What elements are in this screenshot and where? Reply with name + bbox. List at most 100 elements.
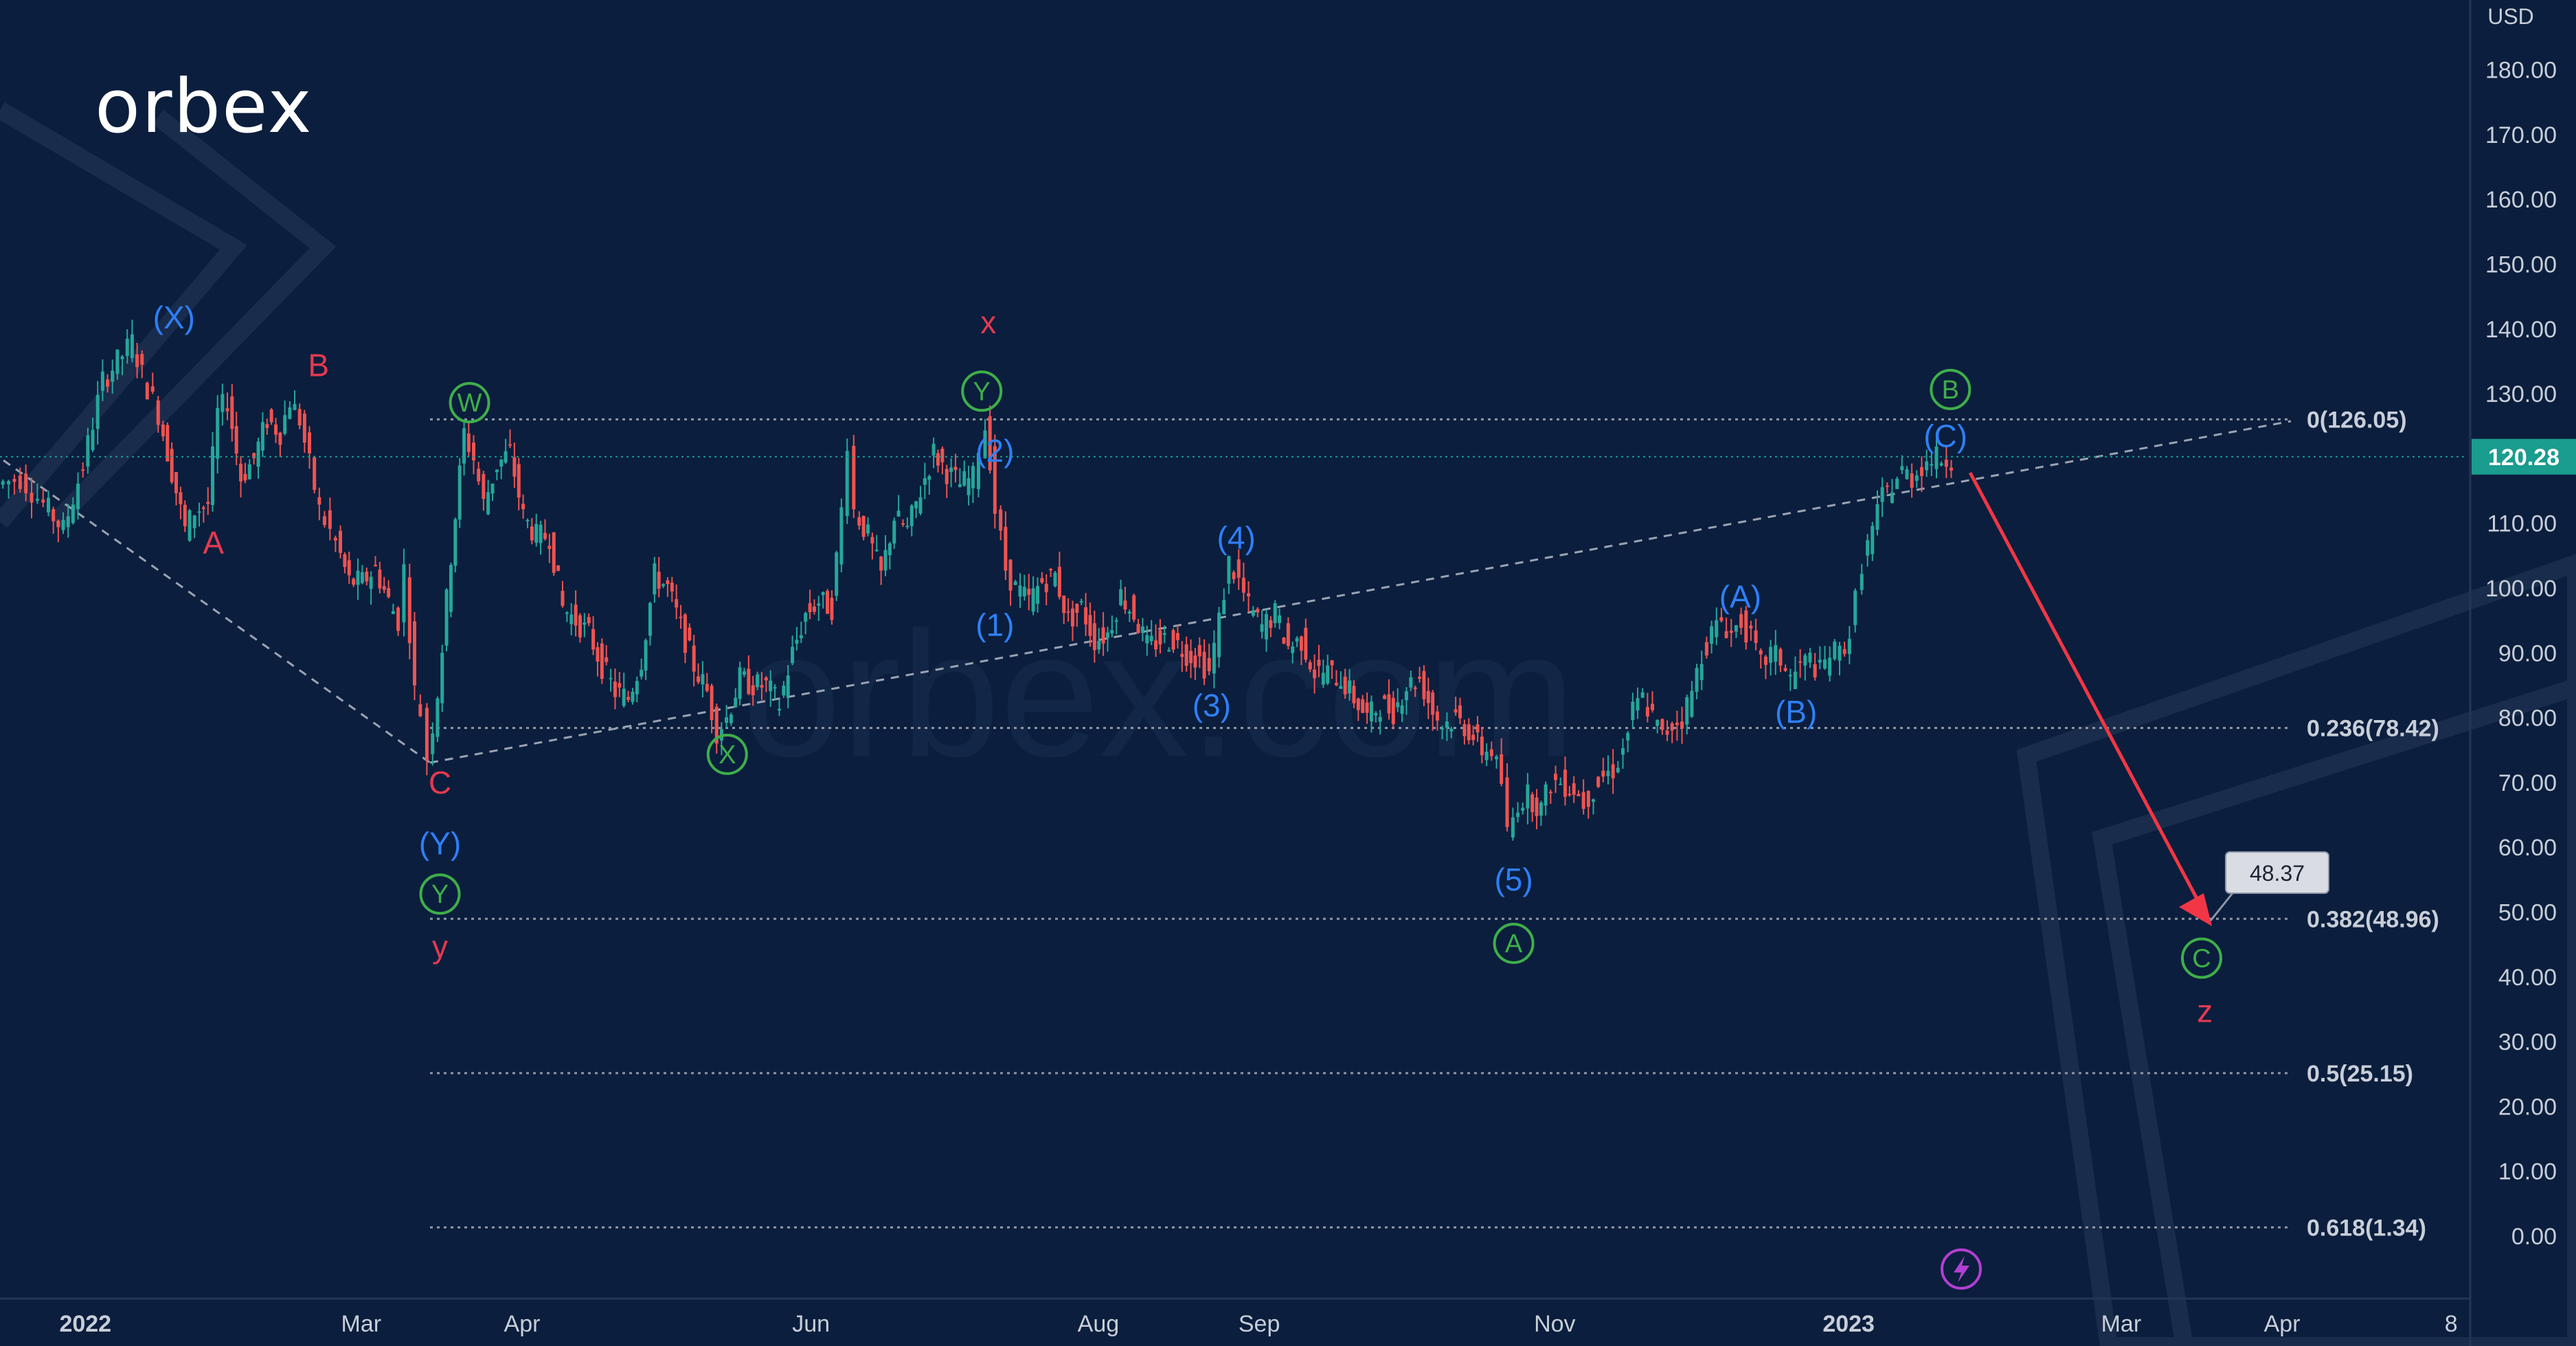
candle-body [892, 520, 896, 544]
candle-body [662, 584, 666, 586]
price-tick-label: 10.00 [2498, 1159, 2557, 1185]
candle-body [206, 502, 210, 504]
candle-body [1317, 660, 1321, 666]
candle-body [839, 507, 844, 565]
candle-body [140, 354, 144, 365]
wave-label: (X) [153, 300, 195, 335]
candle-body [821, 592, 825, 596]
candle-body [1162, 633, 1166, 635]
candle-body [835, 552, 839, 596]
trend-lines [3, 420, 2292, 764]
wave-label: Y [973, 377, 991, 406]
time-tick-label: Mar [341, 1311, 382, 1337]
candle-body [1699, 664, 1704, 680]
price-tick-label: 140.00 [2485, 317, 2557, 343]
candle-body [622, 688, 626, 706]
candle-body [967, 478, 971, 495]
candle-body [1890, 492, 1894, 503]
candle-body [1088, 615, 1092, 636]
candle-body [1875, 504, 1879, 530]
candle-body [391, 611, 395, 614]
candle-body [1934, 446, 1939, 469]
candle-body [234, 426, 238, 454]
candle-body [1123, 601, 1127, 609]
candle-body [356, 570, 360, 585]
candle-body [1724, 631, 1728, 638]
candle-body [1189, 651, 1193, 664]
candle-body [239, 463, 243, 482]
candle-body [30, 493, 34, 503]
lightning-icon[interactable] [1941, 1248, 1982, 1290]
candle-body [1027, 588, 1031, 595]
candle-body [81, 469, 85, 471]
wave-label-circle [419, 873, 461, 915]
candle-body [782, 685, 786, 696]
candle-body [328, 510, 332, 529]
target-price-label: 48.37 [2250, 861, 2305, 886]
candle-body [927, 476, 931, 480]
candle-body [574, 604, 578, 626]
candle-body [91, 429, 95, 451]
candle-body [1247, 593, 1251, 596]
wave-label: (5) [1494, 862, 1533, 897]
candle-body [1833, 641, 1837, 660]
candle-body [1013, 581, 1017, 585]
candle-body [1404, 691, 1408, 701]
candle-body [760, 685, 764, 688]
wave-label: X [719, 741, 736, 770]
candle-body [352, 579, 356, 585]
candle-body [1788, 675, 1792, 677]
candle-body [1409, 677, 1413, 688]
time-tick-label: Nov [1534, 1311, 1575, 1337]
candle-body [1734, 625, 1738, 632]
candle-body [1544, 784, 1548, 806]
candle-body [578, 615, 582, 638]
candle-body [1418, 677, 1422, 679]
candle-body [626, 697, 631, 700]
candle-body [1264, 614, 1268, 640]
candle-body [1822, 659, 1827, 669]
candle-body [1145, 635, 1149, 644]
candle-body [431, 733, 435, 754]
candle-body [100, 371, 104, 391]
background-decoration [0, 102, 2576, 1346]
wave-label: A [203, 525, 224, 561]
candle-body [1914, 475, 1919, 481]
candle-body [605, 657, 609, 662]
candle-body [436, 698, 440, 737]
candle-body [714, 706, 719, 744]
candle-body [1774, 644, 1778, 662]
candle-body [1808, 652, 1812, 663]
candle-body [901, 523, 905, 525]
fib-level-label: 0.5(25.15) [2307, 1061, 2413, 1087]
candle-body [830, 598, 834, 620]
candle-body [1378, 717, 1382, 722]
candle-body [1149, 636, 1153, 642]
candle-body [1581, 792, 1585, 809]
projection-line [1968, 471, 2208, 918]
candle-body [1167, 650, 1171, 652]
candle-body [1040, 578, 1044, 583]
candle-body [613, 681, 617, 697]
candle-body [591, 629, 596, 650]
candle-body [302, 414, 306, 443]
candle-body [1665, 730, 1669, 735]
event-icon[interactable] [1941, 1248, 1982, 1290]
candle-body [313, 457, 317, 491]
candle-body [1685, 697, 1689, 725]
candle-body [150, 386, 155, 392]
candle-body [644, 640, 648, 671]
candle-body [1413, 687, 1417, 689]
candle-body [879, 557, 883, 571]
candle-body [914, 501, 918, 508]
wave-label: Y [431, 880, 449, 909]
candle-body [812, 606, 816, 612]
price-tick-label: 0.00 [2511, 1224, 2557, 1250]
candle-body [1586, 791, 1590, 807]
wave-label: C [429, 765, 451, 800]
candle-body [1140, 626, 1144, 633]
wave-label: (2) [975, 433, 1014, 469]
candle-body [1838, 645, 1842, 661]
